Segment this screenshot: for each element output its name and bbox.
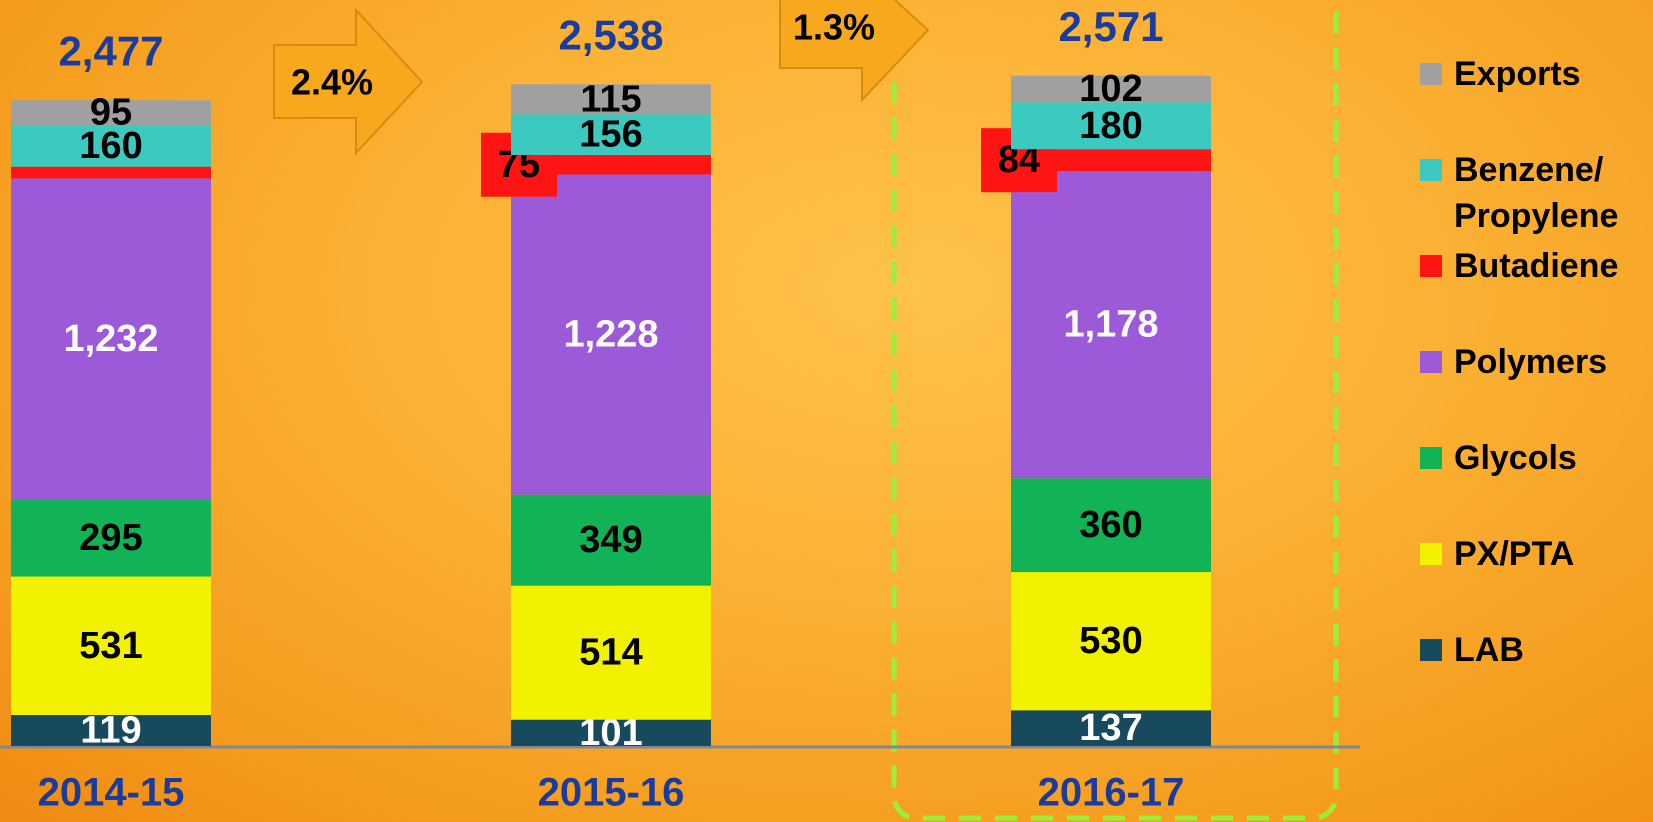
total-label: 2,477 xyxy=(58,27,163,74)
data-label: 1,178 xyxy=(1063,304,1158,346)
data-label: 137 xyxy=(1079,707,1142,749)
legend-swatch xyxy=(1420,351,1442,373)
legend-item: LAB xyxy=(1420,627,1640,673)
data-label: 180 xyxy=(1079,105,1142,147)
legend-swatch xyxy=(1420,159,1442,181)
slide: 2.4% 1.3% 1195312951,232160952,4772014-1… xyxy=(0,0,1653,822)
legend-swatch xyxy=(1420,639,1442,661)
data-label: 295 xyxy=(79,517,142,559)
data-label: 102 xyxy=(1079,68,1142,110)
data-label: 95 xyxy=(90,92,132,134)
legend-label: Exports xyxy=(1454,51,1624,97)
legend-item: Polymers xyxy=(1420,339,1640,385)
legend-swatch xyxy=(1420,255,1442,277)
data-label: 531 xyxy=(79,625,142,667)
bar-segment xyxy=(11,167,211,179)
growth-label: 1.3% xyxy=(793,7,875,48)
growth-label: 2.4% xyxy=(291,62,373,103)
x-tick-label: 2014-15 xyxy=(38,771,185,815)
legend-label: Polymers xyxy=(1454,339,1624,385)
legend-item: Glycols xyxy=(1420,435,1640,481)
legend-item: Butadiene xyxy=(1420,243,1640,289)
data-label: 360 xyxy=(1079,504,1142,546)
data-label: 115 xyxy=(580,78,641,120)
total-label: 2,571 xyxy=(1058,3,1163,50)
legend-swatch xyxy=(1420,447,1442,469)
x-tick-label: 2016-17 xyxy=(1038,771,1185,815)
data-label: 514 xyxy=(579,632,642,674)
legend-label: Butadiene xyxy=(1454,243,1624,289)
data-label: 119 xyxy=(80,710,141,752)
legend-swatch xyxy=(1420,543,1442,565)
legend-label: PX/PTA xyxy=(1454,531,1624,577)
chart: 2.4% 1.3% 1195312951,232160952,4772014-1… xyxy=(0,0,1653,822)
total-label: 2,538 xyxy=(558,11,663,58)
data-label: 349 xyxy=(579,519,642,561)
legend-label: LAB xyxy=(1454,627,1624,673)
legend-item: Exports xyxy=(1420,51,1640,97)
data-label: 1,228 xyxy=(563,314,658,356)
data-label: 530 xyxy=(1079,620,1142,662)
legend-swatch xyxy=(1420,63,1442,85)
legend-label: Benzene/ Propylene xyxy=(1454,147,1624,239)
legend-label: Glycols xyxy=(1454,435,1624,481)
legend-item: PX/PTA xyxy=(1420,531,1640,577)
data-label: 1,232 xyxy=(63,318,158,360)
x-tick-label: 2015-16 xyxy=(538,771,685,815)
legend-item: Benzene/ Propylene xyxy=(1420,147,1640,239)
